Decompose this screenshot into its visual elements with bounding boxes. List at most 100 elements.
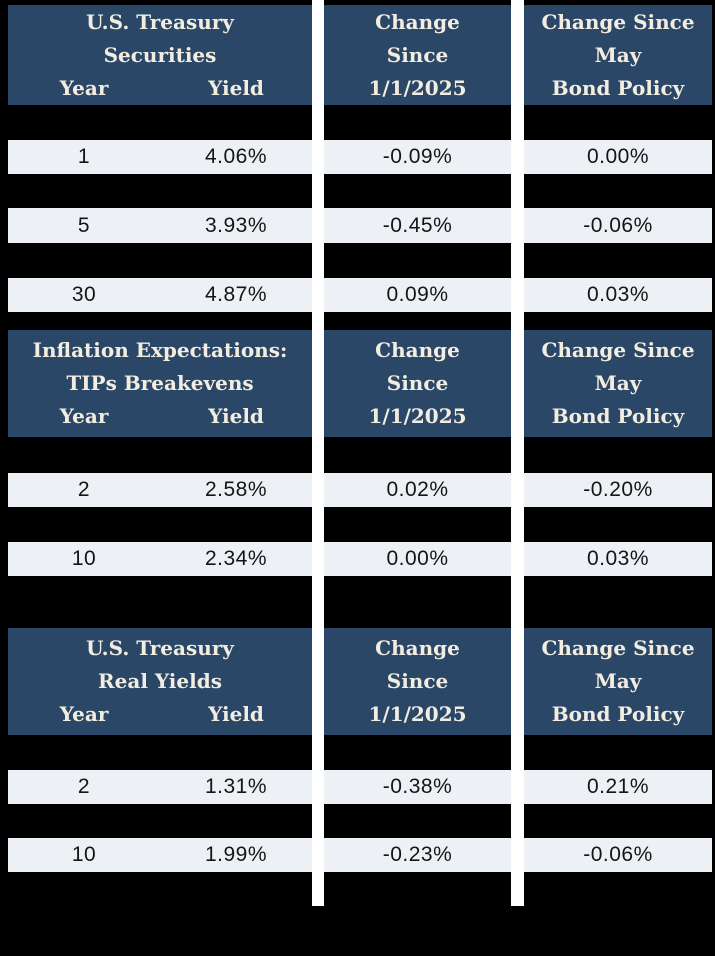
spacer: [8, 105, 312, 140]
table-row: 1 4.06%: [8, 140, 312, 174]
change-since-may-header: Change Since May Bond Policy: [524, 628, 712, 735]
header-title-line: May: [594, 669, 642, 693]
year-label: Year: [59, 404, 109, 428]
table-row: -0.45%: [324, 208, 511, 243]
yield-cell: 1.31%: [204, 775, 268, 798]
header-title-line: Change: [375, 338, 460, 362]
spacer: [524, 437, 712, 473]
table-row: -0.06%: [524, 208, 712, 243]
table-row: -0.38%: [324, 770, 511, 804]
year-label: Year: [59, 75, 109, 100]
spacer: [324, 804, 511, 838]
table-row: -0.20%: [524, 473, 712, 507]
change-since-jan-header: Change Since 1/1/2025: [324, 5, 511, 105]
change-cell: 0.00%: [386, 547, 449, 570]
change-cell: 0.21%: [586, 775, 650, 798]
change-since-jan-column: Change Since 1/1/2025 -0.09% -0.45% 0.09…: [324, 5, 511, 872]
yield-label: Yield: [208, 404, 264, 428]
header-title-line: Change Since: [541, 9, 695, 34]
table-row: 0.21%: [524, 770, 712, 804]
change-since-may-header: Change Since May Bond Policy: [524, 5, 712, 105]
yield-cell: 4.87%: [204, 283, 268, 306]
spacer: [8, 312, 312, 330]
spacer: [8, 804, 312, 838]
year-cell: 30: [71, 283, 97, 306]
table-row: 10 1.99%: [8, 838, 312, 872]
change-cell: -0.09%: [382, 145, 453, 168]
change-cell: 0.03%: [586, 547, 650, 570]
change-cell: 0.00%: [586, 145, 650, 168]
change-cell: -0.06%: [583, 843, 653, 866]
header-title-line: TIPs Breakevens: [66, 371, 254, 395]
header-title-line: 1/1/2025: [368, 702, 467, 726]
table-row: 0.03%: [524, 278, 712, 312]
table-row: 2 2.58%: [8, 473, 312, 507]
spacer: [324, 312, 511, 330]
year-cell: 10: [71, 843, 97, 866]
header-title-line: U.S. Treasury: [86, 9, 234, 34]
yield-label: Yield: [208, 75, 264, 100]
spacer: [324, 576, 511, 628]
yield-cell: 4.06%: [204, 145, 268, 168]
spacer: [524, 174, 712, 208]
year-label: Year: [59, 702, 109, 726]
header-title-line: Inflation Expectations:: [32, 338, 288, 362]
change-cell: -0.06%: [583, 213, 653, 237]
table-row: 0.03%: [524, 542, 712, 576]
spacer: [524, 804, 712, 838]
change-cell: -0.20%: [583, 478, 653, 501]
change-since-jan-header: Change Since 1/1/2025: [324, 628, 511, 735]
header-title-line: May: [594, 42, 642, 67]
yield-cell: 2.34%: [204, 547, 268, 570]
header-title-line: Bond Policy: [551, 404, 685, 428]
spacer: [324, 105, 511, 140]
header-title-line: May: [594, 371, 642, 395]
change-cell: 0.03%: [586, 283, 650, 306]
header-title-line: Real Yields: [98, 669, 222, 693]
spacer: [324, 437, 511, 473]
table-row: -0.06%: [524, 838, 712, 872]
change-since-jan-header: Change Since 1/1/2025: [324, 330, 511, 437]
header-title-line: U.S. Treasury: [86, 636, 234, 660]
table-row: 30 4.87%: [8, 278, 312, 312]
spacer: [324, 174, 511, 208]
spacer: [8, 576, 312, 628]
table-row: 0.09%: [324, 278, 511, 312]
year-cell: 5: [77, 213, 91, 237]
change-cell: -0.23%: [382, 843, 453, 866]
spacer: [524, 105, 712, 140]
spacer: [8, 437, 312, 473]
header-title-line: Since: [386, 42, 449, 67]
spacer: [8, 243, 312, 278]
yield-label: Yield: [208, 702, 264, 726]
yield-cell: 3.93%: [204, 213, 268, 237]
column-labels-row: Year Yield: [8, 72, 312, 105]
change-since-may-column: Change Since May Bond Policy 0.00% -0.06…: [524, 5, 712, 872]
table-row: 0.00%: [324, 542, 511, 576]
year-cell: 2: [77, 478, 91, 501]
spacer: [8, 507, 312, 542]
spacer: [324, 243, 511, 278]
spacer: [524, 735, 712, 770]
column-labels-row: Year Yield: [8, 400, 312, 433]
column-labels-row: Year Yield: [8, 698, 312, 731]
column-gutter-right: [511, 0, 524, 906]
table-row: -0.09%: [324, 140, 511, 174]
header-title-line: Change Since: [541, 636, 695, 660]
header-title-line: 1/1/2025: [368, 75, 467, 100]
table-row: 5 3.93%: [8, 208, 312, 243]
treasury-securities-header: U.S. Treasury Securities Year Yield: [8, 5, 312, 105]
table-row: 0.00%: [524, 140, 712, 174]
header-title-line: Change: [375, 636, 460, 660]
change-cell: 0.02%: [386, 478, 449, 501]
spacer: [324, 507, 511, 542]
table-row: 0.02%: [324, 473, 511, 507]
column-gutter-left: [312, 0, 324, 906]
header-title-line: Securities: [103, 42, 217, 67]
header-title-line: 1/1/2025: [368, 404, 467, 428]
header-title-line: Since: [386, 669, 449, 693]
header-title-line: Change: [375, 9, 460, 34]
year-cell: 1: [77, 145, 91, 168]
table-row: 2 1.31%: [8, 770, 312, 804]
